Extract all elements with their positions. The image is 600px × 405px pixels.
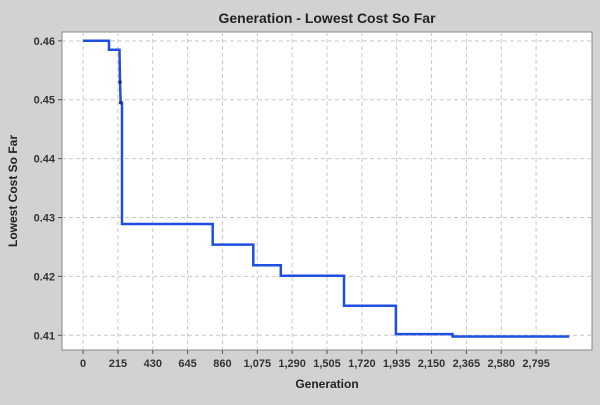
x-tick-label: 860	[213, 358, 231, 370]
x-tick-label: 2,150	[418, 358, 446, 370]
x-tick-label: 1,935	[383, 358, 411, 370]
x-axis-label: Generation	[295, 377, 358, 391]
x-tick-label: 645	[178, 358, 196, 370]
y-tick-label: 0.43	[34, 213, 55, 225]
chart-title: Generation - Lowest Cost So Far	[218, 10, 436, 26]
series-layer	[83, 39, 570, 338]
x-tick-label: 1,075	[244, 358, 272, 370]
axes: 0 215 430 645 860 1,075 1,290 1,505 1,720 1,935 2,…	[34, 36, 550, 370]
x-tick-label: 2,365	[453, 358, 481, 370]
y-tick-label: 0.46	[34, 36, 55, 48]
x-tick-label: 0	[80, 358, 86, 370]
x-tick-label: 2,580	[487, 358, 515, 370]
data-point-marker	[118, 80, 122, 84]
x-tick-label: 1,290	[278, 358, 306, 370]
x-tick-label: 1,505	[313, 358, 341, 370]
x-tick-label: 430	[144, 358, 162, 370]
y-tick-label: 0.41	[34, 330, 55, 342]
y-tick-label: 0.45	[34, 95, 55, 107]
x-tick-label: 215	[109, 358, 127, 370]
plot-area	[61, 31, 593, 351]
y-axis-label: Lowest Cost So Far	[6, 135, 20, 247]
data-point-marker	[118, 100, 123, 105]
grid	[62, 32, 592, 350]
series-line	[83, 39, 570, 338]
x-tick-label: 1,720	[348, 358, 376, 370]
y-tick-label: 0.44	[34, 154, 56, 166]
x-tick-label: 2,795	[522, 358, 550, 370]
y-tick-label: 0.42	[34, 271, 55, 283]
